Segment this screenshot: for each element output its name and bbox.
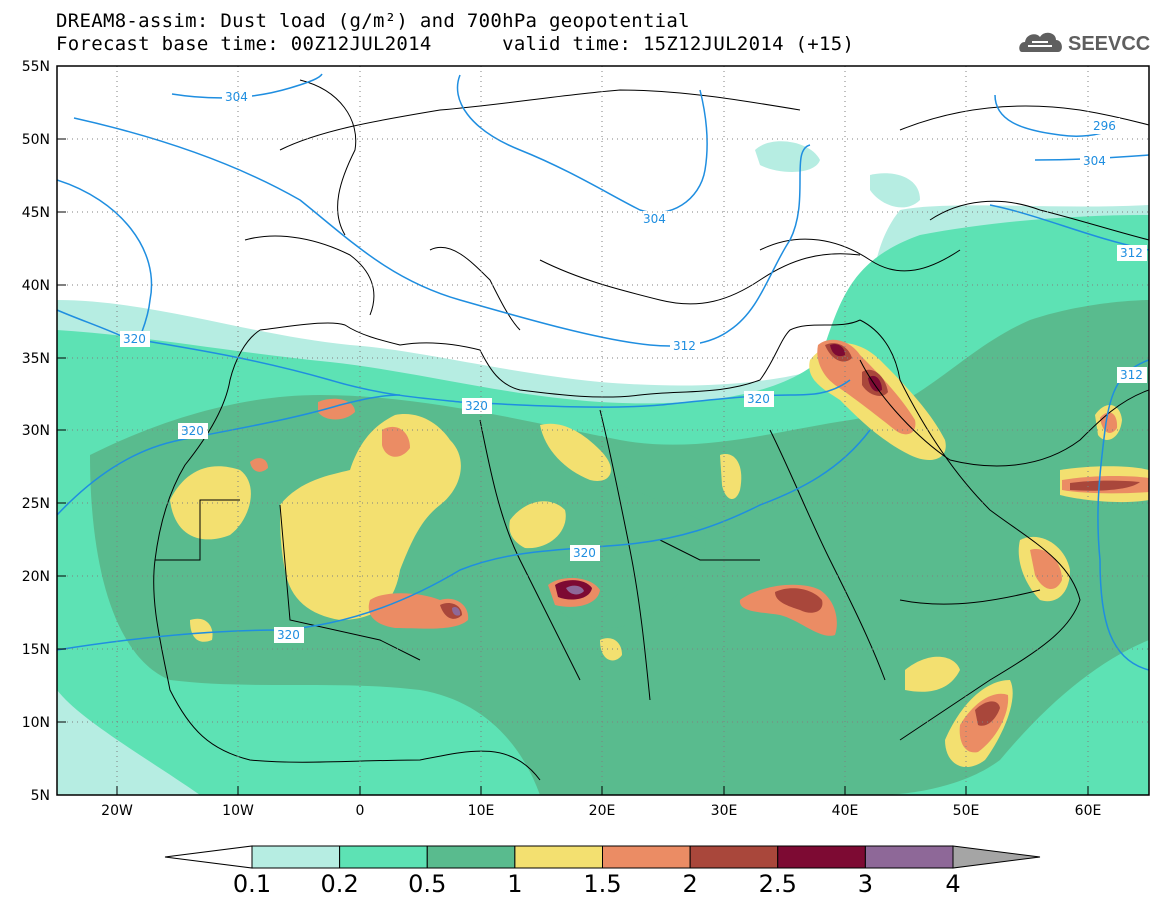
colorbar-segment (864, 845, 954, 869)
colorbar-segment (251, 845, 341, 869)
lat-label: 50N (22, 132, 50, 148)
colorbar-label: 2 (682, 870, 698, 898)
colorbar-segment (339, 845, 428, 869)
contour-label: 320 (573, 546, 596, 560)
lat-label: 5N (31, 788, 50, 804)
axis-ticks (57, 65, 1089, 796)
contour-labels: 304 296 304 304 312 312 312 320 320 320 … (120, 89, 1147, 643)
contour-label: 312 (673, 339, 696, 353)
lon-label: 10W (222, 803, 254, 819)
latitude-labels: 55N 50N 45N 40N 35N 30N 25N 20N 15N 10N … (22, 59, 50, 804)
lon-label: 20W (101, 803, 133, 819)
gridlines (57, 66, 1149, 795)
colorbar-label: 0.1 (232, 870, 272, 898)
colorbar-label: 0.2 (320, 870, 359, 898)
colorbar-overflow (952, 845, 1041, 869)
coastlines (153, 79, 1149, 781)
contour-label: 320 (277, 628, 300, 642)
lon-label: 0 (356, 803, 365, 819)
lat-label: 40N (22, 278, 50, 294)
colorbar-label: 1 (507, 870, 523, 898)
contour-label: 320 (747, 392, 770, 406)
lat-label: 10N (22, 715, 50, 731)
lat-label: 35N (22, 351, 50, 367)
lat-label: 25N (22, 496, 50, 512)
seevccc-logo: SEEVCCC (1018, 24, 1165, 58)
colorbar-segment (514, 845, 603, 869)
cloud-logo-icon: SEEVCCC (1019, 32, 1165, 55)
contour-label: 320 (123, 332, 146, 346)
lat-label: 15N (22, 642, 50, 658)
longitude-labels: 20W 10W 0 10E 20E 30E 40E 50E 60E (101, 803, 1101, 819)
colorbar-segment (602, 845, 691, 869)
colorbar-segment (426, 845, 516, 869)
contour-label: 304 (643, 212, 666, 226)
lon-label: 40E (832, 803, 859, 819)
colorbar-underflow (164, 845, 253, 869)
chart-title-line2: Forecast base time: 00Z12JUL2014 valid t… (56, 33, 855, 55)
logo-text: SEEVCCC (1068, 33, 1150, 55)
dust-fields (57, 141, 1149, 795)
lon-label: 20E (589, 803, 616, 819)
contour-label: 312 (1120, 368, 1143, 382)
colorbar (164, 845, 1041, 869)
lon-label: 60E (1075, 803, 1102, 819)
colorbar-label: 0.5 (408, 870, 447, 898)
contour-label: 304 (1083, 154, 1106, 168)
lon-label: 30E (711, 803, 738, 819)
contour-label: 296 (1093, 119, 1116, 133)
chart-title-line1: DREAM8-assim: Dust load (g/m²) and 700hP… (56, 10, 690, 32)
lat-label: 55N (22, 59, 50, 75)
lon-label: 50E (953, 803, 980, 819)
colorbar-label: 2.5 (758, 870, 797, 898)
lat-label: 30N (22, 423, 50, 439)
lat-label: 20N (22, 569, 50, 585)
colorbar-label: 3 (857, 870, 874, 898)
contour-label: 320 (181, 424, 204, 438)
geopotential-contours (57, 73, 1149, 671)
colorbar-label: 1.5 (583, 870, 622, 898)
lon-label: 10E (468, 803, 495, 819)
colorbar-label: 4 (945, 870, 961, 898)
colorbar-segment (689, 845, 779, 869)
contour-label: 304 (225, 90, 248, 104)
contour-label: 320 (465, 399, 488, 413)
lat-label: 45N (22, 205, 50, 221)
contour-label: 312 (1120, 246, 1143, 260)
colorbar-segment (777, 845, 866, 869)
